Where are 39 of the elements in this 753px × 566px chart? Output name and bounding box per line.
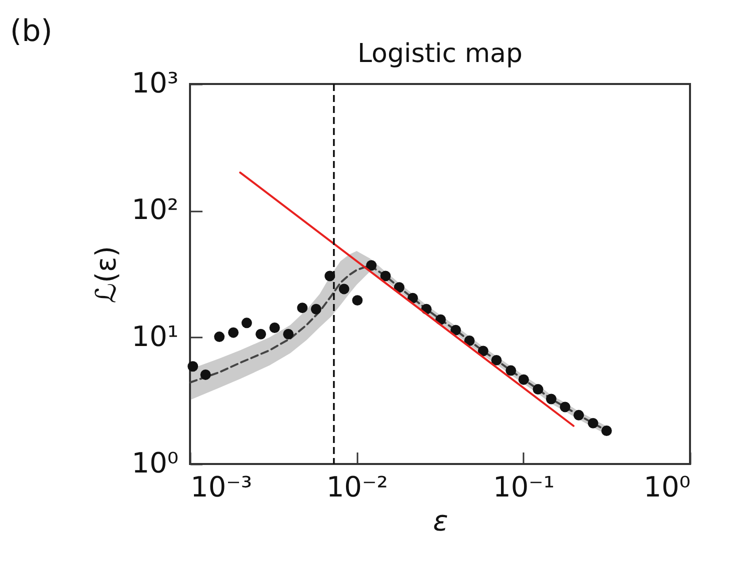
y-tick-label: 10¹ bbox=[132, 320, 178, 353]
point bbox=[491, 354, 502, 366]
point bbox=[394, 282, 404, 293]
x-tick-label: 10⁰ bbox=[644, 470, 690, 504]
point bbox=[366, 260, 377, 271]
point bbox=[200, 369, 211, 380]
point bbox=[228, 327, 239, 338]
point bbox=[464, 336, 475, 346]
point bbox=[283, 328, 294, 340]
point bbox=[256, 328, 266, 340]
point bbox=[518, 374, 529, 385]
point bbox=[560, 402, 570, 412]
point bbox=[188, 361, 198, 372]
point bbox=[450, 324, 461, 336]
point bbox=[214, 332, 225, 342]
y-axis-title: ℒ(ε) bbox=[90, 246, 123, 304]
point bbox=[546, 394, 556, 404]
point bbox=[573, 410, 584, 420]
point bbox=[478, 346, 488, 356]
point bbox=[532, 384, 544, 395]
x-tick-label: 10⁻³ bbox=[190, 470, 252, 504]
x-axis-title: ε bbox=[432, 504, 448, 538]
point bbox=[601, 426, 612, 436]
point bbox=[310, 304, 322, 314]
y-tick-label: 10³ bbox=[132, 66, 178, 100]
x-tick-label: 10⁻² bbox=[326, 470, 388, 504]
y-tick-label: 10⁰ bbox=[132, 446, 178, 480]
point bbox=[241, 318, 252, 328]
text: (b) bbox=[10, 14, 52, 49]
chart-title: Logistic map bbox=[358, 39, 522, 69]
point bbox=[352, 295, 363, 306]
point bbox=[338, 284, 350, 294]
point bbox=[588, 418, 598, 428]
point bbox=[269, 322, 280, 333]
point bbox=[506, 365, 516, 376]
x-tick-label: 10⁻¹ bbox=[493, 470, 555, 504]
point bbox=[380, 270, 391, 282]
y-tick-label: 10² bbox=[132, 193, 178, 226]
point bbox=[297, 302, 308, 314]
